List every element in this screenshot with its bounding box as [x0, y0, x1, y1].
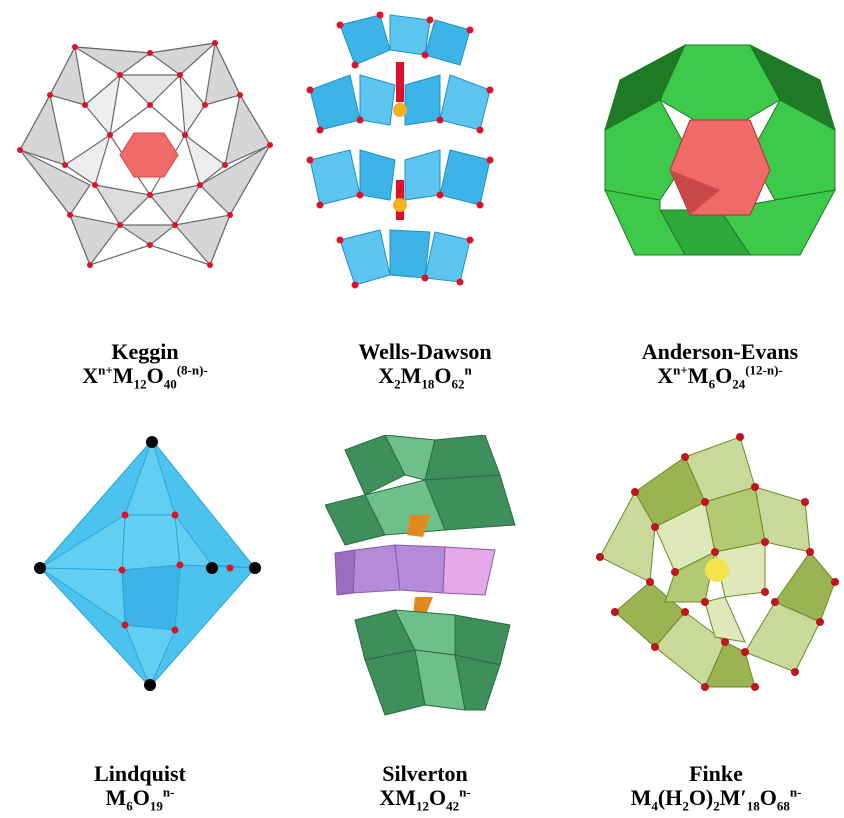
- anderson-evans-name: Anderson-Evans: [641, 339, 799, 364]
- formula-part: 12: [133, 376, 147, 392]
- formula-part: n: [464, 362, 472, 378]
- finke-caption: Finke M4(H2O)2M′18O68n-: [590, 761, 842, 814]
- formula-part: XM: [379, 785, 416, 810]
- formula-part: (8-n)-: [176, 362, 208, 378]
- keggin-formula: Xn+M12O40(8-n)-: [20, 362, 270, 392]
- finke-diagram: [596, 433, 839, 691]
- formula-part: 42: [446, 798, 460, 814]
- formula-part: O: [434, 363, 452, 388]
- lindquist-diagram: [34, 436, 261, 691]
- formula-part: 2: [394, 376, 401, 392]
- formula-part: 62: [451, 376, 465, 392]
- formula-part: M: [112, 363, 134, 388]
- formula-part: n-: [162, 784, 175, 800]
- formula-part: O: [759, 785, 777, 810]
- formula-part: 18: [746, 798, 760, 814]
- wells-dawson-formula: X2M18O62n: [300, 362, 550, 392]
- formula-part: M: [687, 363, 709, 388]
- formula-part: 19: [149, 798, 163, 814]
- formula-part: 68: [776, 798, 790, 814]
- formula-part: 24: [732, 376, 746, 392]
- formula-part: X: [82, 363, 99, 388]
- formula-part: X: [378, 363, 395, 388]
- formula-part: (12-n)-: [745, 362, 783, 378]
- finke-name: Finke: [689, 761, 743, 786]
- formula-part: n-: [459, 784, 471, 800]
- formula-part: X: [657, 363, 674, 388]
- formula-part: (H: [657, 785, 683, 810]
- wells-dawson-caption: Wells-Dawson X2M18O62n: [300, 339, 550, 392]
- formula-part: 6: [708, 376, 716, 392]
- finke-formula: M4(H2O)2M′18O68n-: [590, 784, 842, 814]
- formula-part: 4: [651, 798, 658, 814]
- formula-part: 2: [713, 798, 720, 814]
- silverton-name: Silverton: [382, 761, 468, 786]
- anderson-evans-diagram: [604, 43, 836, 256]
- silverton-diagram: [325, 435, 516, 716]
- wells-dawson-name: Wells-Dawson: [358, 339, 492, 364]
- formula-part: M: [105, 785, 127, 810]
- keggin-diagram: [17, 40, 273, 268]
- wells-dawson-diagram: [306, 11, 494, 289]
- formula-part: n-: [789, 784, 802, 800]
- formula-part: n+: [673, 362, 688, 378]
- formula-part: M: [630, 785, 652, 810]
- formula-part: n+: [98, 362, 113, 378]
- lindquist-name: Lindquist: [94, 761, 186, 786]
- anderson-evans-caption: Anderson-Evans Xn+M6O24(12-n)-: [600, 339, 840, 392]
- formula-part: O: [146, 363, 164, 388]
- formula-part: O: [428, 785, 447, 810]
- formula-part: 2: [682, 798, 689, 814]
- silverton-caption: Silverton XM12O42n-: [305, 761, 545, 814]
- formula-part: 6: [126, 798, 133, 814]
- formula-part: M: [400, 363, 422, 388]
- formula-part: O: [715, 363, 733, 388]
- keggin-caption: Keggin Xn+M12O40(8-n)-: [20, 339, 270, 392]
- lindquist-caption: Lindquist M6O19n-: [20, 761, 260, 814]
- formula-part: 12: [415, 798, 429, 814]
- formula-part: M′: [719, 785, 747, 810]
- anderson-evans-formula: Xn+M6O24(12-n)-: [600, 362, 840, 392]
- formula-part: 18: [421, 376, 435, 392]
- lindquist-formula: M6O19n-: [20, 784, 260, 814]
- formula-part: 40: [163, 376, 177, 392]
- silverton-formula: XM12O42n-: [305, 784, 545, 814]
- formula-part: O: [132, 785, 150, 810]
- formula-part: O): [688, 785, 714, 810]
- keggin-name: Keggin: [111, 339, 179, 364]
